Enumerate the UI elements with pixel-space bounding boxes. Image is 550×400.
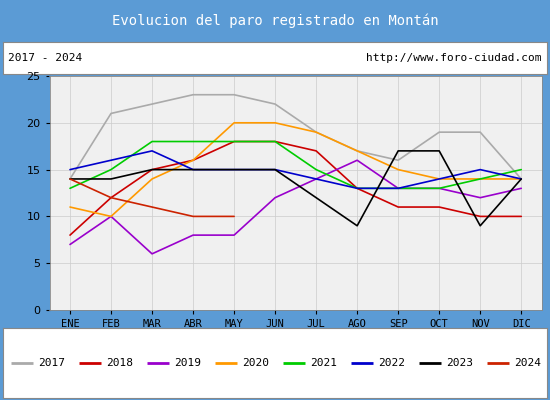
Text: 2019: 2019 [174,358,201,368]
Text: 2024: 2024 [515,358,542,368]
Text: 2021: 2021 [310,358,337,368]
Text: Evolucion del paro registrado en Montán: Evolucion del paro registrado en Montán [112,14,438,28]
Text: http://www.foro-ciudad.com: http://www.foro-ciudad.com [366,53,542,63]
Text: 2018: 2018 [106,358,133,368]
Text: 2017 - 2024: 2017 - 2024 [8,53,82,63]
Text: 2020: 2020 [243,358,270,368]
Text: 2023: 2023 [447,358,474,368]
Text: 2022: 2022 [378,358,405,368]
Text: 2017: 2017 [38,358,65,368]
